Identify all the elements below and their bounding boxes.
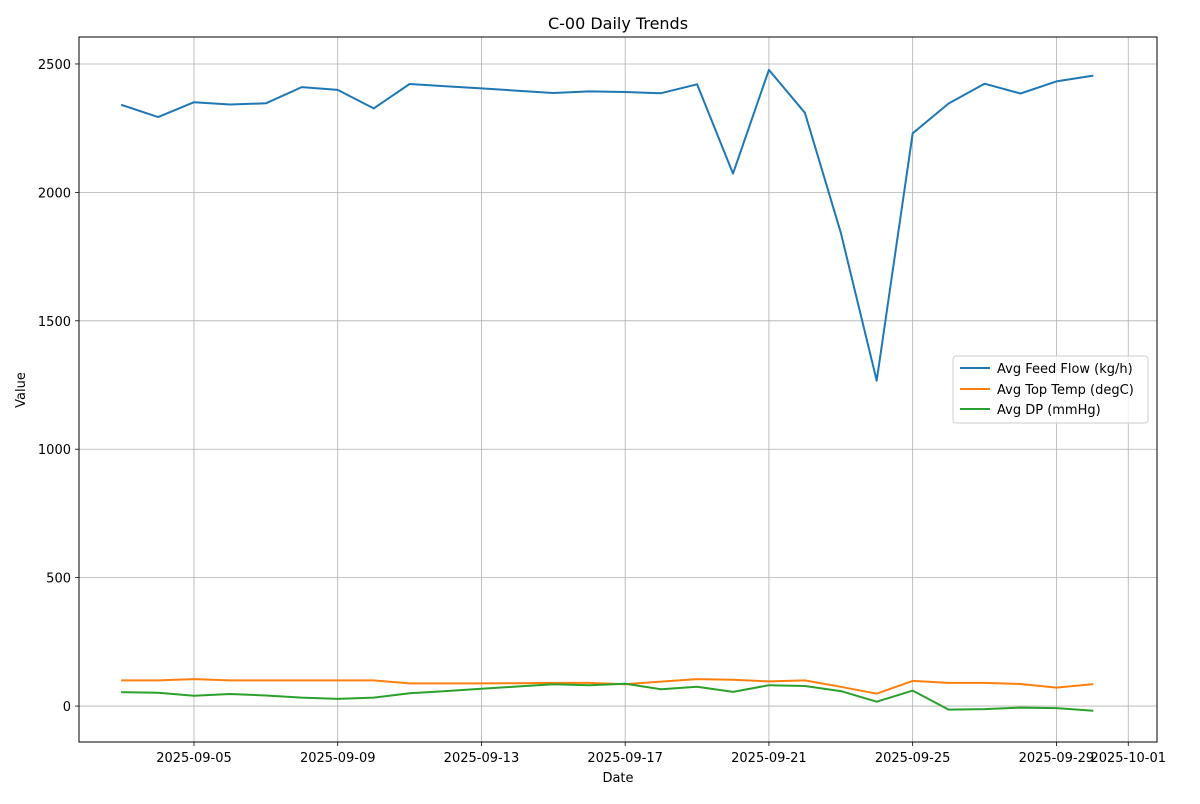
legend-label-top-temp: Avg Top Temp (degC) <box>997 383 1134 398</box>
x-tick-label: 2025-09-29 <box>1019 751 1095 766</box>
legend: Avg Feed Flow (kg/h) Avg Top Temp (degC)… <box>952 355 1149 424</box>
chart-title: C-00 Daily Trends <box>548 14 688 33</box>
x-tick-label: 2025-10-01 <box>1090 751 1166 766</box>
x-tick-label: 2025-09-21 <box>731 751 807 766</box>
legend-label-feed-flow: Avg Feed Flow (kg/h) <box>997 362 1133 377</box>
legend-box <box>952 355 1149 424</box>
series-line-2 <box>121 682 1094 712</box>
x-tick-label: 2025-09-09 <box>300 751 376 766</box>
axis-ticks: 2025-09-05 2025-09-09 2025-09-13 2025-09-17… <box>38 58 1166 766</box>
series-line-0 <box>120 68 1094 382</box>
y-tick-label: 1000 <box>38 443 71 458</box>
y-tick-label: 2000 <box>38 186 71 201</box>
x-tick-label: 2025-09-25 <box>875 751 951 766</box>
x-tick-label: 2025-09-17 <box>587 751 663 766</box>
legend-label-dp: Avg DP (mmHg) <box>997 403 1101 418</box>
y-tick-label: 2500 <box>38 58 71 73</box>
plot-frame <box>78 36 1158 743</box>
series-layer <box>120 68 1094 712</box>
y-axis-label: Value <box>14 372 29 408</box>
y-tick-label: 500 <box>46 572 71 587</box>
x-axis-label: Date <box>602 771 633 786</box>
grid <box>79 37 1157 742</box>
x-tick-label: 2025-09-05 <box>156 751 232 766</box>
x-tick-label: 2025-09-13 <box>444 751 520 766</box>
y-tick-label: 1500 <box>38 315 71 330</box>
y-tick-label: 0 <box>63 700 71 715</box>
